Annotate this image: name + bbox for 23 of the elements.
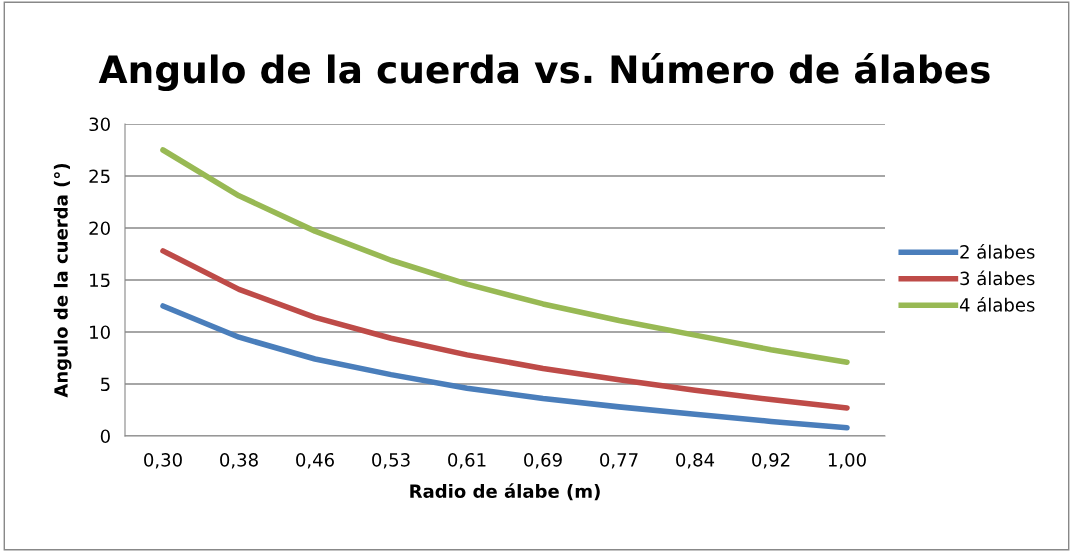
x-axis-title: Radio de álabe (m) [410, 483, 600, 501]
y-tick-label: 10 [90, 325, 110, 340]
legend-label: 2 álabes [960, 244, 1035, 259]
y-tick-label: 30 [89, 117, 110, 132]
x-tick-label: 0,69 [524, 452, 562, 469]
x-tick-label: 0,46 [296, 452, 334, 469]
y-tick-label: 25 [89, 169, 110, 184]
x-tick-label: 0,92 [752, 452, 790, 469]
legend-label: 4 álabes [959, 297, 1035, 312]
y-tick-label: 5 [101, 377, 110, 392]
x-tick-label: 0,53 [372, 452, 410, 469]
x-tick-label: 0,84 [676, 452, 715, 469]
legend-label: 3 álabes [960, 270, 1035, 286]
x-tick-label: 1,00 [828, 452, 866, 469]
x-tick-label: 0,30 [144, 452, 182, 469]
y-tick-label: 0 [100, 429, 110, 444]
y-tick-label: 20 [89, 221, 110, 236]
x-tick-label: 0,61 [448, 452, 486, 469]
y-tick-label: 15 [90, 273, 110, 288]
x-tick-label: 0,77 [600, 452, 638, 469]
chart-title: Angulo de la cuerda vs. Número de álabes [98, 52, 990, 92]
y-axis-title: Angulo de la cuerda (°) [53, 163, 72, 398]
x-tick-label: 0,38 [220, 452, 258, 469]
